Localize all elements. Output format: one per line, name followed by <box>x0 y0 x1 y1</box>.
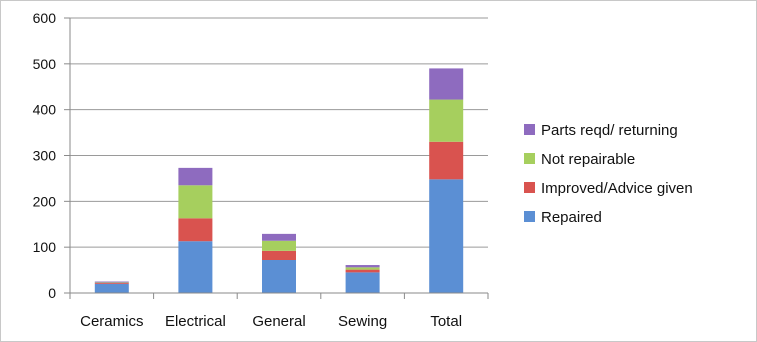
bar-electrical-not-repairable <box>178 185 213 219</box>
bar-total-repaired <box>429 179 464 293</box>
legend: Parts reqd/ returning Not repairable Impro… <box>524 122 693 226</box>
y-tick-label-4: 400 <box>33 102 57 118</box>
y-tick-label-3: 300 <box>33 148 57 164</box>
bar-total-not-repairable <box>429 99 464 142</box>
y-tick-label-6: 600 <box>33 10 57 26</box>
bar-total-parts-reqd-returning <box>429 68 464 100</box>
y-tick-label-5: 500 <box>33 56 57 72</box>
x-tick-label-total: Total <box>430 313 462 330</box>
legend-label-improved-advice-given: Improved/Advice given <box>541 180 693 197</box>
bar-total-improved-advice-given <box>429 141 464 180</box>
legend-swatch-parts-reqd-returning <box>524 124 535 135</box>
bar-sewing-repaired <box>345 272 380 293</box>
bar-ceramics-repaired <box>94 283 129 293</box>
bar-electrical-parts-reqd-returning <box>178 167 213 186</box>
x-tick-label-electrical: Electrical <box>165 313 226 330</box>
bar-ceramics-parts-reqd-returning <box>94 281 129 283</box>
legend-swatch-not-repairable <box>524 153 535 164</box>
legend-label-not-repairable: Not repairable <box>541 151 635 168</box>
y-axis-ticks: 0 100 200 300 400 500 600 <box>33 10 70 301</box>
bar-sewing-parts-reqd-returning <box>345 265 380 268</box>
legend-label-parts-reqd-returning: Parts reqd/ returning <box>541 122 678 139</box>
legend-swatch-repaired <box>524 211 535 222</box>
bars <box>94 68 464 293</box>
y-tick-label-1: 100 <box>33 239 57 255</box>
bar-general-parts-reqd-returning <box>262 233 296 241</box>
x-axis-labels: Ceramics Electrical General Sewing Total <box>80 313 462 330</box>
bar-electrical-improved-advice-given <box>178 218 213 242</box>
bar-sewing-improved-advice-given <box>345 269 380 273</box>
bar-electrical-repaired <box>178 241 213 293</box>
x-tick-label-sewing: Sewing <box>338 313 387 330</box>
legend-swatch-improved-advice-given <box>524 182 535 193</box>
y-tick-label-0: 0 <box>48 285 56 301</box>
bar-sewing-not-repairable <box>345 267 380 270</box>
legend-label-repaired: Repaired <box>541 209 602 226</box>
bar-general-not-repairable <box>262 240 296 251</box>
axes <box>69 18 489 299</box>
y-tick-label-2: 200 <box>33 193 57 209</box>
bar-general-repaired <box>262 260 296 293</box>
bar-general-improved-advice-given <box>262 250 296 260</box>
x-tick-label-ceramics: Ceramics <box>80 313 143 330</box>
x-tick-label-general: General <box>252 313 305 330</box>
bar-ceramics-improved-advice-given <box>94 282 129 284</box>
